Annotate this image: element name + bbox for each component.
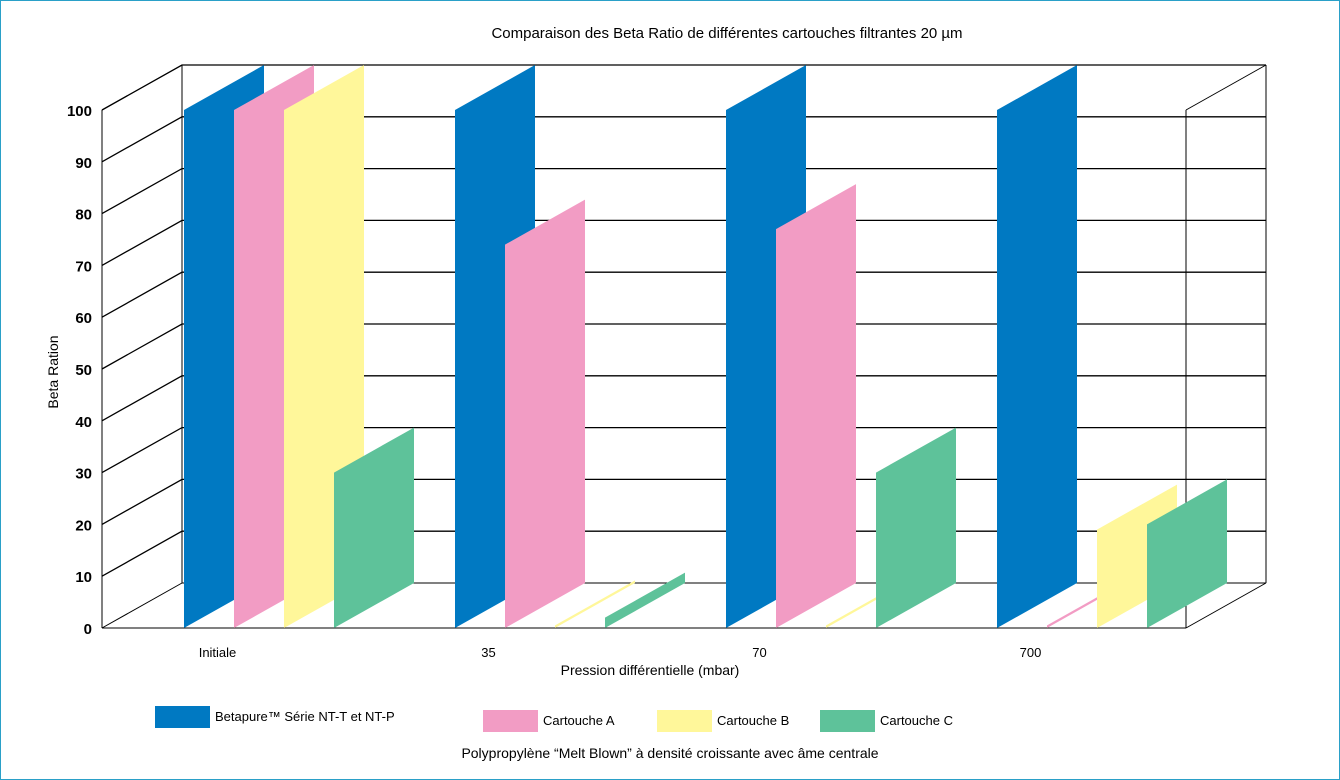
y-tick-label: 80	[75, 207, 92, 224]
legend-swatch	[657, 710, 712, 732]
bar	[997, 65, 1077, 628]
legend-swatch	[483, 710, 538, 732]
legend-label: Betapure™ Série NT-T et NT-P	[215, 709, 395, 724]
legend-label: Cartouche C	[880, 713, 953, 728]
floor-right-depth-edge	[1185, 582, 1267, 629]
y-tick-label: 50	[75, 362, 92, 379]
legend-label: Cartouche B	[717, 713, 789, 728]
legend-swatch	[820, 710, 875, 732]
x-axis-label: Pression différentielle (mbar)	[561, 662, 740, 678]
legend-swatch	[155, 706, 210, 728]
x-tick-label: Initiale	[199, 645, 237, 660]
x-tick-labels: Initiale 35 70 700	[199, 645, 1042, 660]
gridline	[101, 116, 1266, 163]
top-right-depth-edge	[1185, 64, 1267, 111]
y-tick-label: 20	[75, 517, 92, 534]
bar	[776, 184, 856, 628]
bar	[876, 427, 956, 628]
bars	[184, 65, 1227, 628]
floor-left-depth-edge	[101, 582, 183, 629]
x-tick-label: 70	[752, 645, 766, 660]
gridline	[101, 64, 1266, 111]
x-tick-label: 35	[481, 645, 495, 660]
y-tick-label: 0	[84, 621, 92, 638]
gridlines	[101, 64, 1266, 577]
gridline	[101, 271, 1266, 318]
gridline	[101, 219, 1266, 266]
chart-title: Comparaison des Beta Ratio de différente…	[491, 25, 962, 42]
bar	[505, 199, 585, 628]
y-tick-label: 10	[75, 569, 92, 586]
y-tick-label: 70	[75, 258, 92, 275]
bar	[555, 580, 635, 628]
y-tick-label: 60	[75, 310, 92, 327]
y-tick-label: 100	[67, 103, 92, 120]
y-tick-label: 40	[75, 414, 92, 431]
x-tick-label: 700	[1020, 645, 1042, 660]
y-tick-label: 30	[75, 466, 92, 483]
y-tick-labels: 0 10 20 30 40 50 60 70 80 90 100	[67, 103, 92, 638]
legend: Betapure™ Série NT-T et NT-P Cartouche A C…	[155, 706, 953, 732]
gridline	[101, 323, 1266, 370]
gridline	[101, 167, 1266, 215]
y-tick-label: 90	[75, 155, 92, 172]
y-axis-label: Beta Ration	[45, 335, 61, 408]
legend-note: Polypropylène “Melt Blown” à densité cro…	[461, 745, 878, 761]
gridline	[101, 375, 1266, 422]
gridline	[101, 426, 1266, 474]
bar	[334, 427, 414, 628]
bar	[605, 572, 685, 628]
legend-label: Cartouche A	[543, 713, 615, 728]
bar	[1147, 479, 1227, 628]
